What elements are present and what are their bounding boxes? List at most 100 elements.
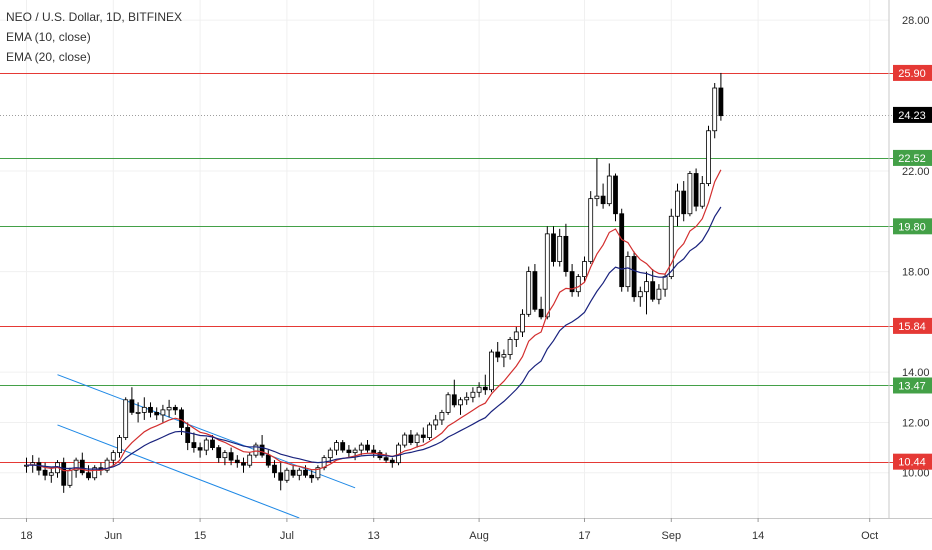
candle-body bbox=[588, 198, 594, 262]
candle-body bbox=[86, 472, 91, 479]
candle bbox=[557, 228, 563, 267]
candle bbox=[544, 226, 550, 320]
candle-body bbox=[644, 281, 649, 293]
candle bbox=[148, 402, 153, 418]
candle-body bbox=[699, 183, 705, 207]
candle-body bbox=[67, 469, 73, 486]
candle-body bbox=[272, 464, 277, 474]
candle bbox=[588, 191, 594, 265]
candle-body bbox=[92, 467, 98, 479]
candle bbox=[352, 447, 358, 461]
candle bbox=[197, 442, 203, 458]
candle bbox=[154, 407, 160, 420]
candle-body bbox=[228, 452, 234, 461]
y-tick-label: 10.00 bbox=[902, 468, 930, 480]
ema-fast-line bbox=[26, 169, 722, 472]
candle bbox=[482, 374, 488, 395]
candle-body bbox=[489, 351, 494, 391]
candle bbox=[650, 269, 656, 302]
candle-body bbox=[551, 233, 556, 262]
candle bbox=[383, 452, 389, 463]
candle bbox=[501, 349, 507, 368]
symbol-title[interactable]: NEO / U.S. Dollar, 1D, BITFINEX bbox=[6, 10, 183, 24]
candle bbox=[513, 326, 519, 348]
candle-body bbox=[259, 444, 265, 456]
candle bbox=[86, 465, 91, 481]
candle bbox=[284, 467, 290, 483]
candle-body bbox=[526, 271, 532, 315]
candle bbox=[296, 467, 302, 481]
ema-fast-label[interactable]: EMA (10, close) bbox=[6, 30, 91, 44]
candle bbox=[141, 397, 147, 420]
candle bbox=[104, 457, 110, 473]
candle bbox=[265, 450, 271, 468]
candle bbox=[123, 397, 129, 441]
candle-body bbox=[613, 175, 618, 215]
candle bbox=[365, 440, 370, 453]
candle-body bbox=[687, 173, 693, 215]
candle-body bbox=[383, 457, 389, 461]
candle-body bbox=[600, 195, 606, 205]
y-tick-label: 28.00 bbox=[902, 15, 930, 27]
candle-body bbox=[507, 339, 513, 355]
price-axis[interactable]: 10.00 12.00 14.00 18.00 22.00 28.00 bbox=[902, 15, 930, 480]
channel-line bbox=[57, 424, 300, 519]
candle-body bbox=[203, 439, 209, 451]
candle-body bbox=[445, 394, 451, 413]
candle-body bbox=[284, 469, 290, 481]
candle-body bbox=[253, 444, 259, 456]
candle-body bbox=[123, 399, 129, 438]
candle-body bbox=[141, 406, 147, 413]
candle bbox=[706, 125, 711, 187]
candle bbox=[79, 452, 85, 476]
candle bbox=[569, 264, 575, 297]
candle-body bbox=[296, 469, 302, 476]
candle-body bbox=[414, 434, 420, 443]
candle-body bbox=[625, 256, 631, 288]
candle bbox=[600, 183, 606, 209]
candle-body bbox=[73, 459, 79, 471]
candle-body bbox=[718, 87, 724, 117]
resistance-level-tag bbox=[893, 317, 932, 334]
candle-body bbox=[544, 233, 550, 318]
candle bbox=[458, 397, 463, 415]
candle bbox=[247, 452, 253, 468]
candle bbox=[439, 409, 445, 425]
candle bbox=[526, 266, 532, 317]
x-tick-label: Aug bbox=[469, 530, 489, 542]
candle bbox=[656, 284, 662, 305]
candle bbox=[470, 387, 476, 403]
candle bbox=[619, 208, 625, 292]
candle bbox=[166, 399, 172, 418]
resistance-level-label: 15.84 bbox=[898, 321, 926, 333]
candle bbox=[594, 158, 600, 207]
candle-body bbox=[79, 459, 85, 474]
candle-body bbox=[650, 281, 656, 300]
candle-body bbox=[278, 472, 284, 481]
candle-body bbox=[315, 467, 321, 479]
time-axis[interactable]: 18 Jun 15 Jul 13 Aug 17 Sep 14 Oct bbox=[20, 518, 878, 542]
candle bbox=[631, 251, 637, 302]
x-tick-label: 13 bbox=[368, 530, 380, 542]
candle-body bbox=[340, 442, 346, 451]
x-tick-label: Jun bbox=[104, 530, 122, 542]
candle bbox=[290, 465, 296, 478]
candle-body bbox=[148, 406, 153, 413]
ema-slow-label[interactable]: EMA (20, close) bbox=[6, 50, 91, 64]
candle-body bbox=[476, 386, 482, 393]
candle bbox=[637, 286, 643, 307]
candle bbox=[55, 460, 60, 478]
candle bbox=[408, 429, 414, 446]
candle bbox=[687, 170, 693, 217]
candle-body bbox=[166, 406, 172, 411]
candle bbox=[92, 465, 98, 481]
candle bbox=[241, 457, 246, 473]
candle-body bbox=[160, 409, 166, 416]
x-tick-label: Jul bbox=[280, 530, 294, 542]
current-price-label: 24.23 bbox=[898, 110, 926, 122]
candle-body bbox=[482, 386, 488, 391]
ema-lines bbox=[26, 169, 722, 472]
candle-body bbox=[433, 419, 439, 426]
y-tick-label: 22.00 bbox=[902, 166, 930, 178]
